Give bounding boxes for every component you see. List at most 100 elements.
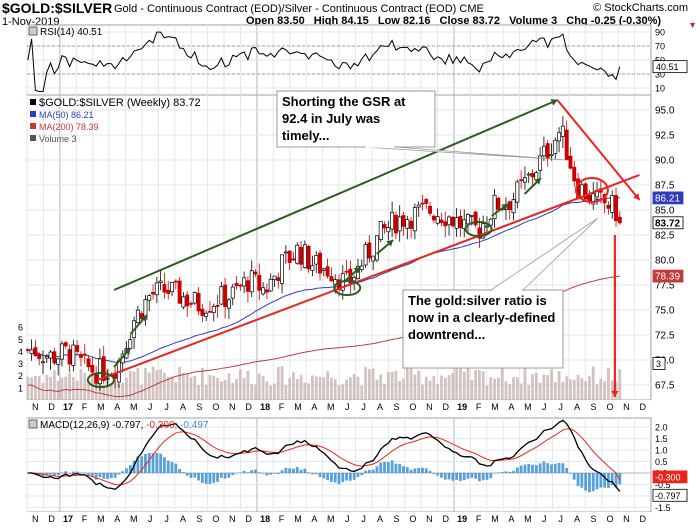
price-candle — [56, 357, 61, 376]
time-axis-label: A — [114, 402, 120, 412]
volume-bar — [580, 378, 584, 400]
time-axis-label: S — [196, 402, 202, 412]
green-bounce-arrowhead — [140, 315, 147, 322]
volume-bar — [557, 371, 561, 400]
price-badge: 83.72 — [652, 216, 684, 229]
volume-bar — [576, 374, 580, 400]
volume-bar — [311, 375, 314, 400]
volume-bar — [299, 375, 303, 400]
candle-body — [564, 129, 569, 161]
callout-text: downtrend... — [408, 327, 485, 342]
green-bounce-arrowhead — [353, 267, 361, 274]
price-candle — [390, 201, 395, 238]
volume-bar — [550, 369, 553, 400]
macd-tick-label: -0.5 — [655, 480, 671, 490]
candle-body — [378, 221, 383, 240]
macd-hist-bar — [390, 460, 394, 474]
price-candle — [485, 216, 489, 235]
time-axis-label: 19 — [457, 402, 467, 412]
volume-bar — [561, 381, 565, 400]
macd-hist-bar — [481, 473, 485, 481]
stockcharts-brand[interactable]: © StockCharts.com ▼ — [593, 2, 697, 30]
candle-body — [208, 311, 212, 313]
volume-bar — [466, 366, 470, 400]
volume-bar — [182, 372, 185, 400]
price-candle — [591, 182, 596, 210]
volume-bar — [307, 383, 311, 400]
price-candle — [302, 240, 307, 269]
rsi-badge-text: 40.51 — [656, 62, 679, 72]
macd-hist-bar — [174, 463, 178, 474]
time-axis-label: 19 — [457, 514, 467, 524]
candle-body — [473, 211, 478, 226]
candle-body — [583, 183, 588, 200]
candle-body — [37, 353, 42, 359]
price-candle — [443, 211, 448, 238]
macd-hist-bar — [235, 473, 238, 474]
volume-bar — [94, 383, 98, 400]
candle-body — [519, 179, 524, 182]
candle-body — [230, 286, 235, 299]
volume-bar — [614, 381, 618, 400]
candle-body — [192, 292, 197, 304]
candle-body — [420, 202, 425, 205]
macd-hist-bar — [322, 473, 326, 479]
time-axis-label: A — [574, 514, 580, 524]
legend-swatch — [30, 111, 36, 117]
macd-hist-bar — [557, 462, 561, 474]
candle-body — [530, 173, 535, 178]
price-candle — [33, 339, 38, 357]
badge-text: -0.797 — [655, 491, 681, 501]
candle-body — [572, 166, 577, 182]
macd-hist-bar — [531, 464, 534, 474]
volume-bar — [470, 380, 474, 400]
green-channel-top — [113, 99, 558, 291]
candle-body — [101, 356, 106, 381]
macd-hist-bar — [443, 473, 447, 480]
candle-body — [469, 215, 474, 217]
macd-hist-bar — [307, 472, 311, 474]
volume-bar — [208, 374, 212, 400]
volume-bar — [390, 371, 394, 400]
macd-hist-bar — [618, 473, 622, 485]
volume-bar — [254, 384, 257, 400]
macd-hist-bar — [534, 465, 538, 474]
candle-body — [242, 277, 247, 287]
macd-hist-bar — [163, 457, 166, 474]
chart-header: $GOLD:$SILVER Gold - Continuous Contract… — [2, 0, 484, 16]
macd-hist-bar — [60, 472, 64, 474]
badge-box — [652, 269, 684, 283]
volume-bar — [409, 366, 413, 400]
candle-body — [560, 125, 565, 137]
candle-body — [443, 221, 448, 227]
volume-bar — [189, 377, 193, 400]
macd-hist-bar — [565, 468, 569, 474]
price-tick-label: 75.0 — [655, 306, 675, 317]
price-candle — [261, 282, 266, 296]
volume-bar — [440, 375, 443, 400]
badge-box — [652, 191, 684, 205]
green-circle — [333, 280, 362, 296]
macd-badge: -0.300 — [652, 470, 688, 484]
time-axis-label: D — [640, 514, 647, 524]
candle-body — [170, 282, 174, 293]
volume-bar — [166, 376, 170, 400]
volume-bar — [250, 383, 254, 400]
macd-hist-bar — [303, 468, 307, 474]
price-candle — [67, 344, 72, 373]
volume-bar — [546, 375, 550, 400]
time-axis-label: J — [148, 514, 153, 524]
volume-bar — [37, 375, 41, 400]
price-candle — [208, 301, 212, 313]
candle-body — [515, 181, 520, 203]
candle-body — [557, 132, 562, 142]
price-candle — [397, 205, 402, 242]
volume-bar — [242, 377, 246, 400]
macd-hist-bar — [383, 461, 386, 474]
volume-bar — [421, 384, 424, 400]
price-candle — [295, 242, 300, 265]
macd-hist-bar — [341, 473, 345, 483]
collapse-arrow-icon[interactable]: ▼ — [688, 20, 697, 30]
candle-body — [382, 224, 387, 229]
